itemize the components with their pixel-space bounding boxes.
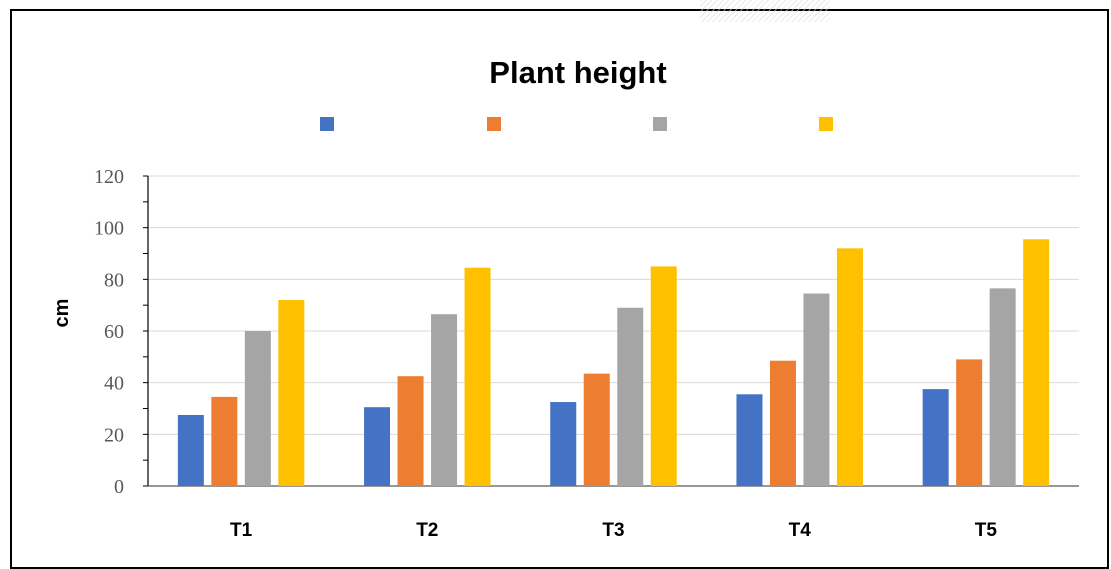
bar <box>550 402 577 486</box>
bar <box>278 300 305 486</box>
y-tick-label: 120 <box>94 166 124 188</box>
legend-swatch <box>320 117 334 131</box>
bar <box>836 248 863 486</box>
legend <box>320 117 833 131</box>
x-tick-label: T3 <box>602 520 624 541</box>
bar <box>769 360 796 486</box>
y-tick-label: 0 <box>114 476 124 498</box>
bar <box>364 407 391 486</box>
bar <box>989 288 1016 486</box>
bars <box>177 239 1050 486</box>
x-tick-label: T2 <box>416 520 438 541</box>
y-tick-labels: 0 20 40 60 80 100 120 <box>94 166 124 498</box>
y-tick-label: 20 <box>104 424 124 446</box>
bar <box>211 396 238 486</box>
legend-swatch <box>819 117 833 131</box>
bar <box>177 414 204 486</box>
bar <box>922 389 949 486</box>
bar <box>397 376 424 486</box>
x-tick-label: T5 <box>975 520 998 541</box>
bar <box>431 314 458 486</box>
chart-title: Plant height <box>489 55 666 90</box>
legend-swatch <box>487 117 501 131</box>
y-tick-label: 40 <box>104 373 124 395</box>
x-tick-label: T4 <box>789 520 812 541</box>
y-tick-label: 80 <box>104 269 124 291</box>
bar <box>956 359 983 486</box>
bar <box>650 266 677 486</box>
bar <box>736 394 763 486</box>
bar <box>244 331 271 486</box>
bar <box>617 307 644 486</box>
bar <box>464 267 491 486</box>
bar <box>583 373 610 486</box>
bar <box>1023 239 1050 486</box>
watermark-stripes <box>700 0 830 22</box>
y-tick-label: 100 <box>94 218 124 240</box>
bar <box>803 293 830 486</box>
y-axis-label: cm <box>51 299 73 328</box>
legend-swatch <box>653 117 667 131</box>
x-tick-label: T1 <box>230 520 253 541</box>
y-tick-label: 60 <box>104 321 124 343</box>
x-tick-labels: T1 T2 T3 T4 T5 <box>230 520 997 541</box>
